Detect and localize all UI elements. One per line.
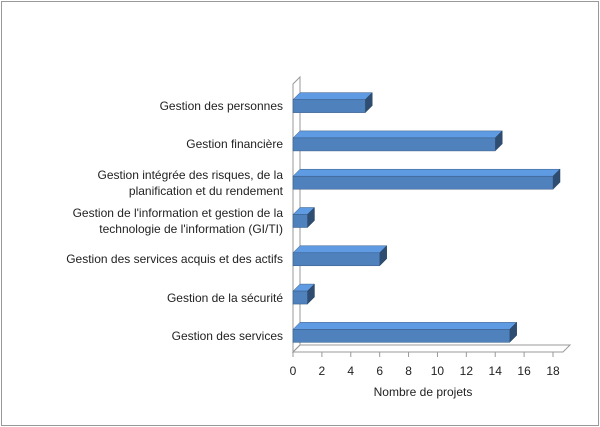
x-tick-label: 8 xyxy=(405,364,412,378)
bar-top xyxy=(292,130,503,139)
y-tick-label: Gestion intégrée des risques, de la plan… xyxy=(97,167,283,198)
bar-top xyxy=(292,322,518,330)
y-tick-label: Gestion de la sécurité xyxy=(166,290,283,305)
back-wall xyxy=(299,77,570,346)
y-tick-label: Gestion de l'information et gestion de l… xyxy=(72,206,283,236)
x-tick-label: 0 xyxy=(290,364,297,378)
bar-top xyxy=(292,92,373,100)
y-tick-label: Gestion financière xyxy=(186,137,283,152)
x-tick-label: 12 xyxy=(460,364,474,378)
x-tick-label: 18 xyxy=(546,364,560,378)
x-tick-label: 2 xyxy=(319,364,326,378)
x-axis-title: Nombre de projets xyxy=(374,385,473,399)
bar xyxy=(292,214,308,228)
floor xyxy=(291,344,572,353)
bar-top xyxy=(292,245,388,254)
x-tick-label: 10 xyxy=(431,364,445,378)
x-tick-label: 4 xyxy=(347,364,354,378)
y-tick-label: Gestion des services acquis et des actif… xyxy=(66,252,283,267)
bar xyxy=(292,99,366,113)
bar xyxy=(292,137,496,152)
bar-top xyxy=(292,168,561,177)
bar xyxy=(292,175,554,190)
bar xyxy=(292,252,380,267)
bar xyxy=(292,329,510,343)
x-tick-label: 14 xyxy=(489,364,503,378)
y-tick-label: Gestion des services xyxy=(171,328,283,343)
x-tick-label: 16 xyxy=(517,364,531,378)
bar xyxy=(292,290,308,305)
y-tick-label: Gestion des personnes xyxy=(159,99,283,114)
x-tick-label: 6 xyxy=(376,364,383,378)
